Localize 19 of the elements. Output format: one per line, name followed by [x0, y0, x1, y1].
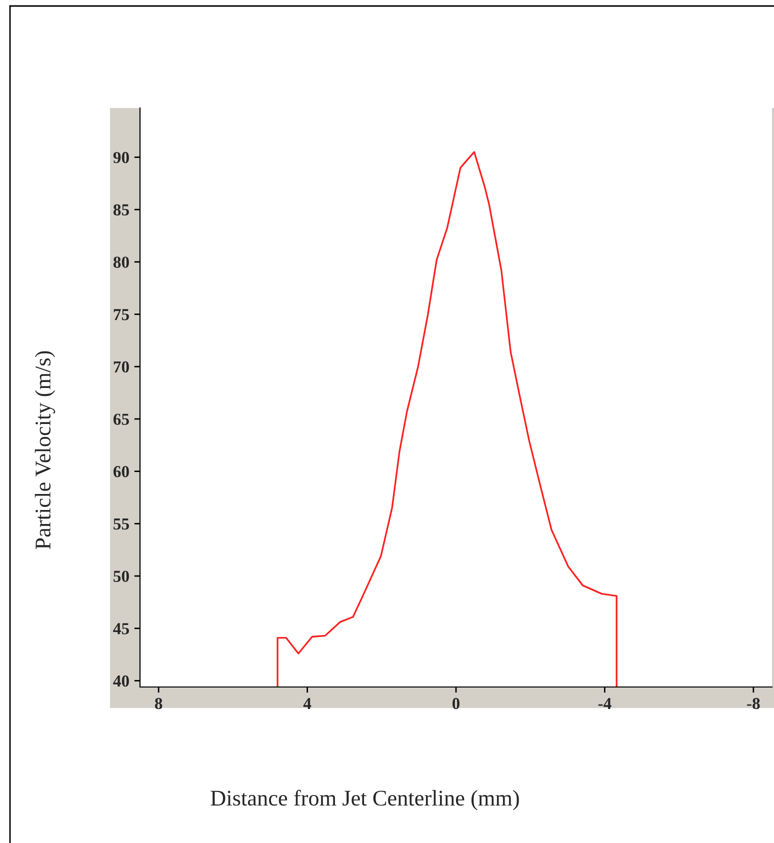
x-tick-label: -4: [598, 698, 612, 709]
y-tick-label: 65: [113, 414, 129, 425]
line-series: [276, 151, 618, 687]
y-tick-label: 45: [113, 623, 129, 634]
y-tick-label: 50: [114, 570, 129, 582]
x-tick-label: -8: [747, 698, 760, 710]
y-tick-label: 70: [114, 361, 129, 373]
y-tick-label: 60: [113, 466, 129, 478]
y-tick-label: 40: [113, 675, 129, 687]
y-tick-label: 90: [113, 152, 129, 164]
x-tick-label: 8: [154, 698, 162, 710]
y-tick-label: 85: [113, 204, 129, 216]
y-tick-label: 75: [114, 309, 129, 320]
x-tick-label: 4: [303, 698, 312, 709]
x-axis-title: Distance from Jet Centerline (mm): [210, 790, 519, 810]
y-axis-title: Particle Velocity (m/s): [34, 351, 56, 550]
y-tick-label: 55: [114, 518, 129, 530]
x-tick-label: 0: [452, 698, 460, 710]
y-tick-label: 80: [113, 256, 129, 268]
